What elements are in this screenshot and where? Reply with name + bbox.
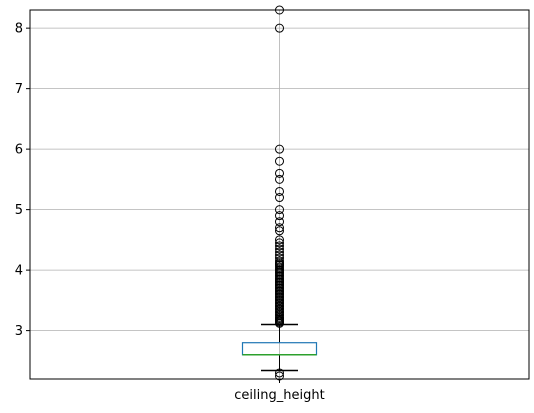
outlier-point bbox=[275, 144, 284, 154]
outlier-point bbox=[275, 23, 284, 33]
outlier-point bbox=[275, 235, 284, 245]
box-plot bbox=[241, 323, 318, 372]
outlier-point bbox=[275, 226, 284, 236]
y-axis: 3 4 5 6 7 8 bbox=[15, 22, 30, 339]
outlier-point bbox=[275, 156, 284, 166]
outlier-point bbox=[275, 193, 284, 203]
outlier-point bbox=[275, 250, 284, 260]
y-tick-label: 5 bbox=[15, 203, 23, 218]
outlier-point bbox=[275, 217, 284, 227]
outlier-point bbox=[275, 247, 284, 257]
category-label: ceiling_height bbox=[234, 388, 324, 403]
grid bbox=[30, 10, 529, 379]
x-axis: ceiling_height bbox=[234, 379, 325, 403]
y-tick-label: 4 bbox=[15, 264, 23, 279]
outlier-point bbox=[275, 168, 284, 178]
y-tick-label: 7 bbox=[15, 82, 23, 97]
outlier-point bbox=[275, 205, 284, 215]
outlier-point bbox=[275, 223, 284, 233]
outliers bbox=[275, 5, 284, 381]
y-tick-label: 8 bbox=[15, 22, 23, 37]
outlier-point bbox=[275, 238, 284, 248]
y-tick-label: 3 bbox=[15, 324, 23, 339]
outlier-point bbox=[275, 253, 284, 263]
outlier-point bbox=[275, 368, 284, 378]
outlier-point bbox=[275, 174, 284, 184]
outlier-point bbox=[275, 211, 284, 221]
outlier-point bbox=[275, 256, 284, 266]
outlier-point bbox=[275, 241, 284, 251]
outlier-point bbox=[275, 186, 284, 196]
y-tick-label: 6 bbox=[15, 143, 23, 158]
outlier-point bbox=[275, 244, 284, 254]
